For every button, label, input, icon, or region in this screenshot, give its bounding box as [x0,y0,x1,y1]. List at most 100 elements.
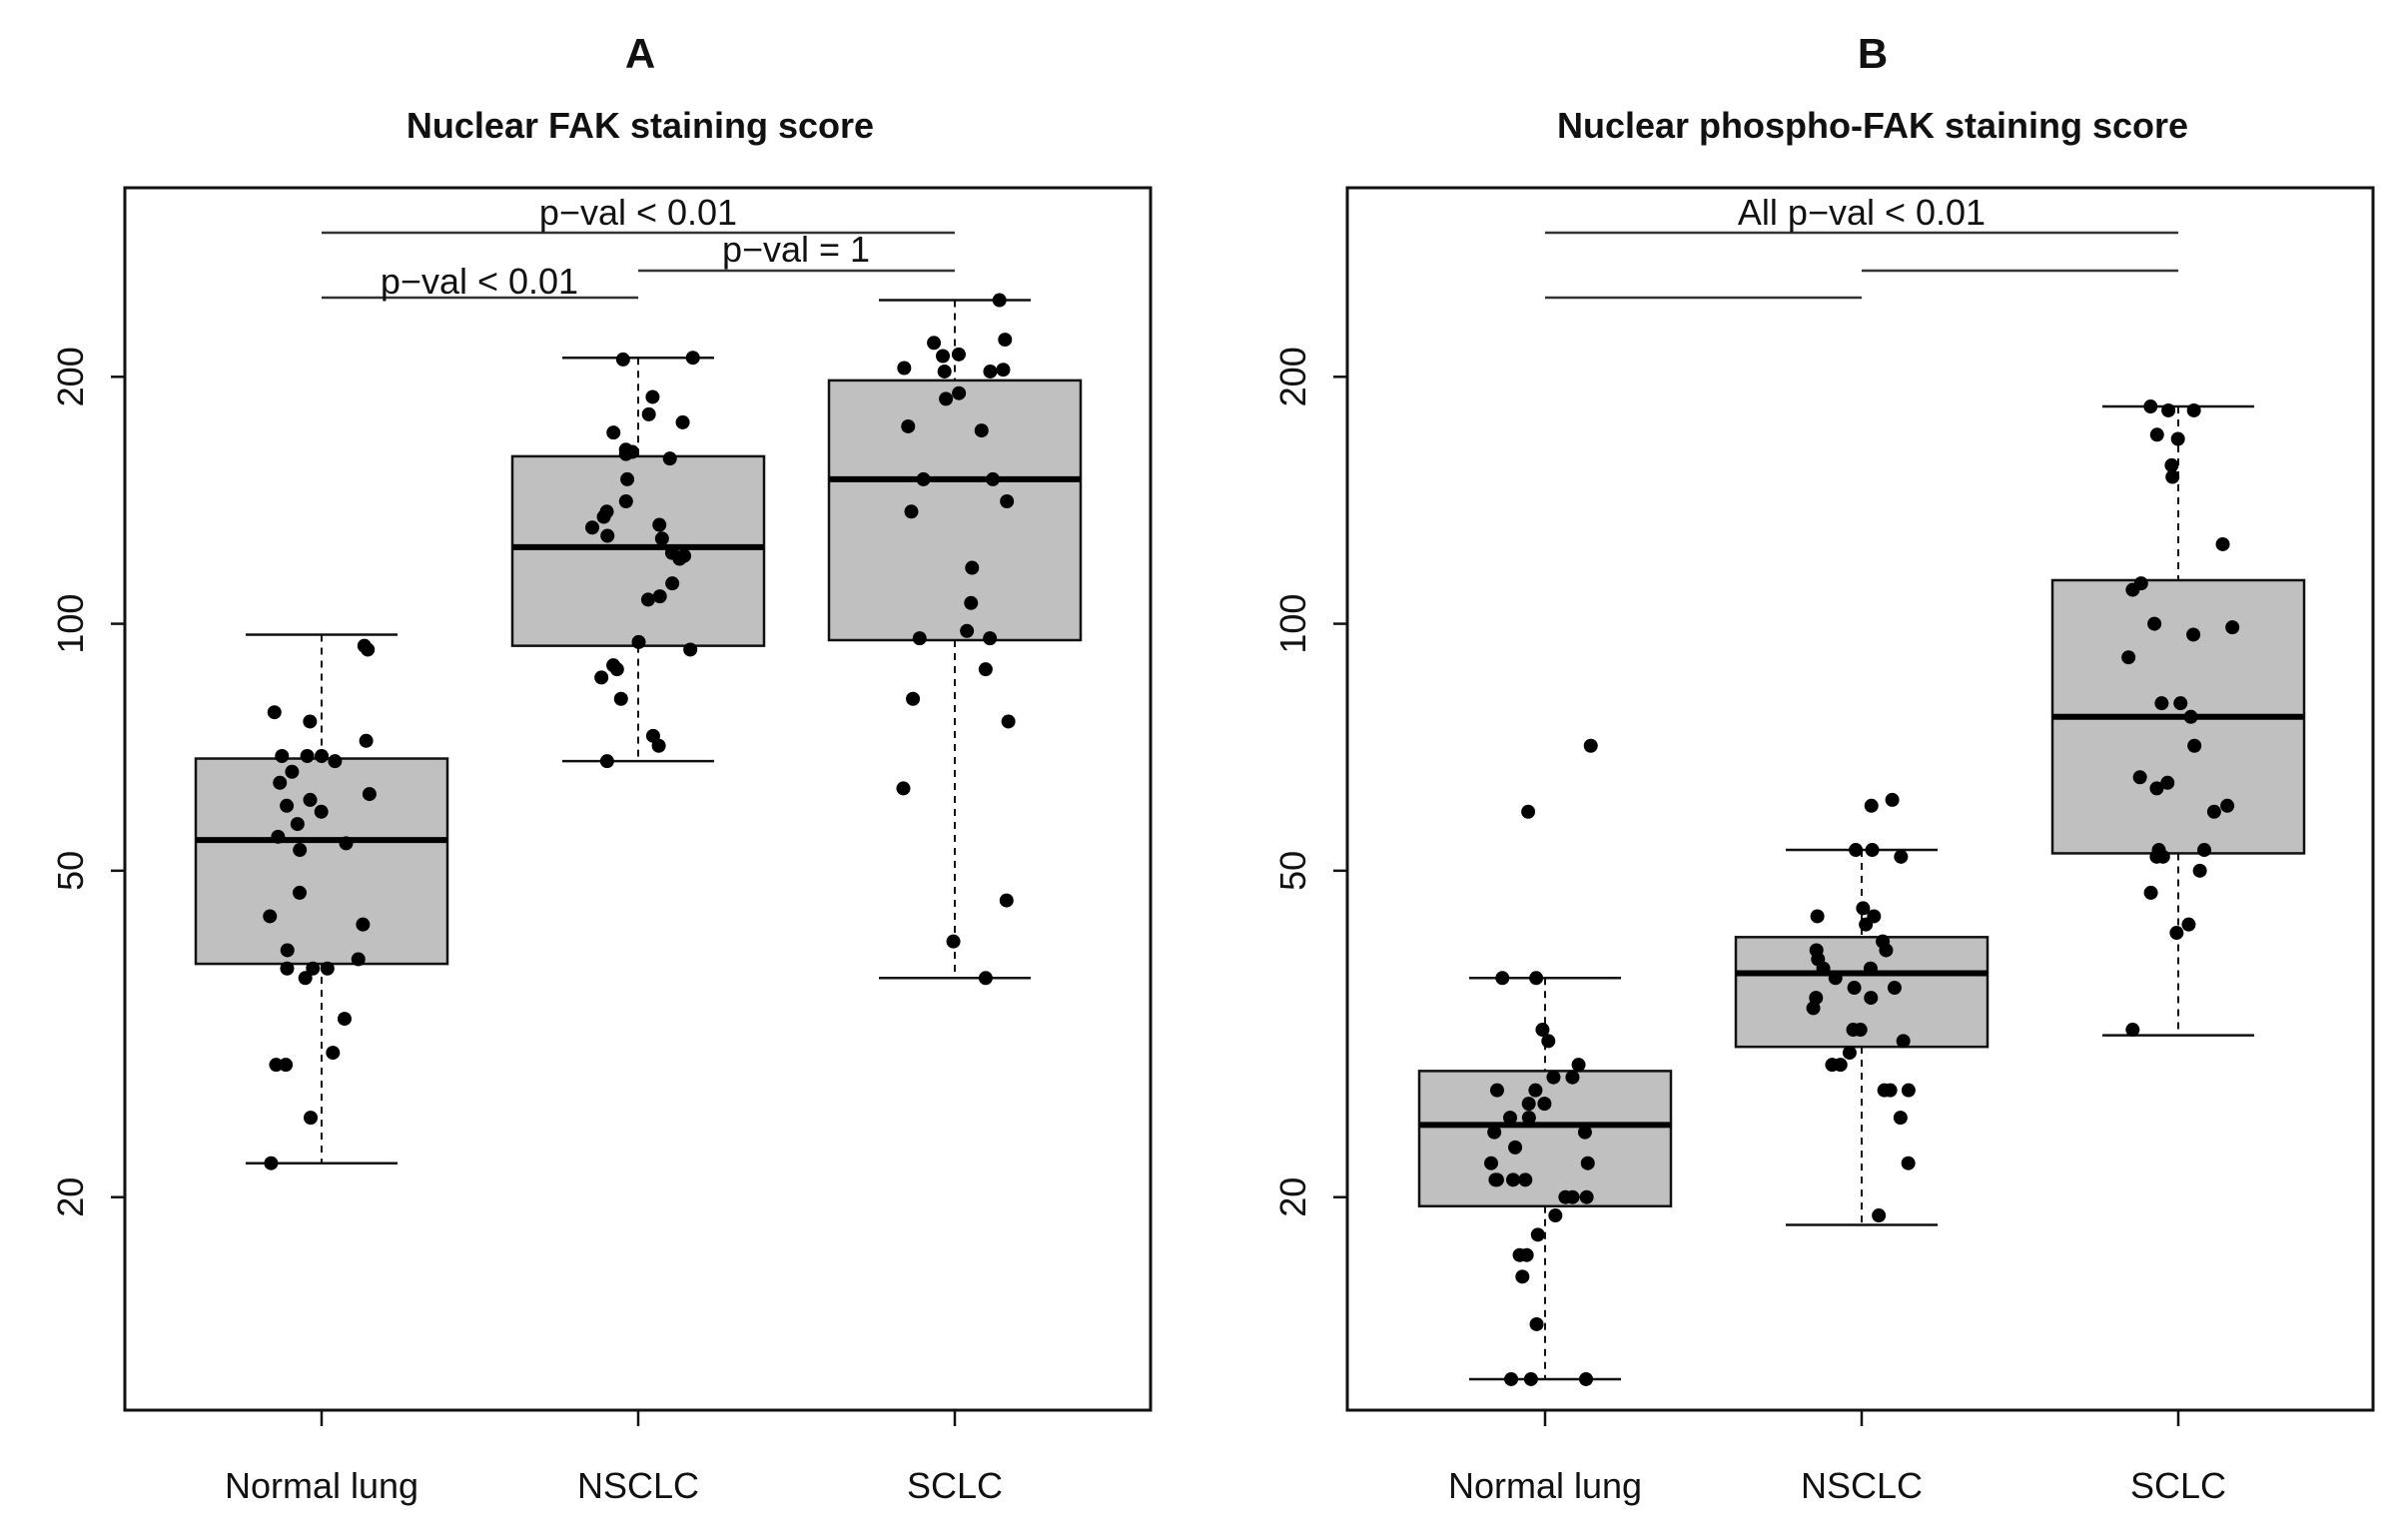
panel-a-point-normal-lung [328,754,343,769]
panel-a-point-sclc [901,418,916,433]
panel-a-point-sclc [897,361,912,376]
panel-b-point-normal-lung [1521,1097,1536,1112]
panel-b-point-normal-lung [1521,804,1536,819]
panel-a-point-normal-lung [263,909,278,924]
panel-b-point-sclc [2220,798,2235,813]
panel-a-point-normal-lung [359,733,374,748]
panel-b-point-nsclc [1893,1111,1908,1126]
panel-b-point-nsclc [1828,971,1843,986]
panel-b-title: Nuclear phospho-FAK staining score [1557,105,2188,146]
panel-a-point-sclc [904,504,919,519]
panel-a-point-sclc [983,364,998,379]
panel-b-point-normal-lung [1537,1097,1552,1112]
panel-a-point-sclc [906,691,921,706]
panel-a-y-tick-label: 50 [50,851,91,891]
panel-b-point-sclc [2183,709,2198,724]
panel-a-point-normal-lung [304,1111,319,1126]
panel-b-point-normal-lung [1541,1034,1556,1049]
panel-b-point-nsclc [1865,843,1880,858]
panel-b-point-normal-lung [1546,1070,1561,1085]
panel-b-point-nsclc [1806,1001,1821,1016]
panel-b-point-sclc [2132,770,2147,785]
panel-a-point-normal-lung [356,917,371,932]
panel-a-point-nsclc [683,642,698,657]
panel-a-point-nsclc [606,425,621,440]
panel-b-point-normal-lung [1503,1111,1518,1126]
panel-a-point-normal-lung [303,792,318,807]
panel-a-point-nsclc [652,517,667,532]
panel-a-point-nsclc [665,576,680,591]
panel-b-pval-all: All p−val < 0.01 [1738,192,1986,233]
panel-b-point-sclc [2165,469,2180,484]
panel-a-point-nsclc [585,520,600,535]
panel-b-point-sclc [2143,885,2158,900]
panel-a-point-normal-lung [290,817,305,832]
panel-a-letter: A [625,30,655,77]
panel-b-box-nsclc [1734,936,1990,1049]
panel-a-point-normal-lung [351,952,366,967]
panel-a-point-normal-lung [303,714,318,729]
panel-b-point-nsclc [1849,843,1864,858]
panel-a-point-sclc [939,391,954,406]
panel-b-point-nsclc [1833,1058,1848,1073]
panel-b-point-normal-lung [1583,738,1598,753]
panel-a-point-nsclc [600,528,615,543]
panel-a-point-nsclc [654,531,669,546]
panel-b-point-normal-lung [1484,1155,1499,1170]
panel-a-point-sclc [946,934,961,949]
panel-a-point-sclc [998,333,1013,348]
panel-b-point-normal-lung [1579,1371,1594,1386]
panel-b-x-tick-sclc: SCLC [2130,1465,2226,1506]
panel-b-point-nsclc [1859,917,1874,932]
panel-b-point-sclc [2181,917,2196,932]
panel-a-point-nsclc [675,414,690,429]
panel-a-point-normal-lung [273,775,288,790]
panel-b-point-nsclc [1856,901,1871,916]
panel-b-point-normal-lung [1571,1058,1586,1073]
panel-b-point-sclc [2143,399,2158,414]
panel-a-point-nsclc [599,754,614,769]
panel-b-point-nsclc [1846,1023,1861,1038]
panel-b-point-sclc [2161,402,2176,417]
panel-a-point-sclc [936,349,951,364]
panel-b-point-nsclc [1863,961,1878,976]
panel-b-point-sclc [2186,627,2201,642]
panel-b-point-normal-lung [1489,1172,1504,1187]
panel-a-point-normal-lung [280,943,295,958]
panel-b-y-tick-label: 50 [1272,851,1313,891]
panel-a-point-normal-lung [280,798,295,813]
panel-b-point-nsclc [1847,981,1862,996]
panel-b-point-sclc [2149,427,2164,442]
panel-b-point-nsclc [1879,943,1894,958]
panel-b-point-nsclc [1872,1208,1887,1223]
panel-a-point-nsclc [594,670,609,685]
panel-b-point-sclc [2173,696,2188,711]
panel-a-point-sclc [951,347,966,362]
panel-b-y-tick-label: 200 [1272,347,1313,406]
panel-a-point-normal-lung [339,836,354,851]
panel-a-point-nsclc [640,592,655,607]
panel-b-point-normal-lung [1529,971,1544,986]
panel-b-box-normal-lung [1417,1070,1673,1208]
panel-a-point-normal-lung [300,748,315,763]
panel-a-y-tick-label: 20 [50,1177,91,1217]
panel-b-plot-frame [1345,186,2375,1412]
panel-a-point-normal-lung [271,829,286,844]
panel-a-point-sclc [952,385,967,400]
panel-a-x-tick-nsclc: NSCLC [577,1465,699,1506]
panel-a-point-nsclc [641,406,656,421]
panel-b-point-sclc [2169,926,2184,941]
panel-b-point-normal-lung [1577,1125,1592,1140]
panel-b-point-normal-lung [1504,1371,1519,1386]
panel-a-point-normal-lung [337,1012,352,1027]
panel-a-point-sclc [964,595,979,610]
panel-b-point-nsclc [1810,909,1825,924]
panel-a-point-sclc [965,560,980,575]
panel-b-y-tick-label: 20 [1272,1177,1313,1217]
panel-a-point-normal-lung [293,885,308,900]
panel-b-point-normal-lung [1489,1083,1504,1098]
panel-b-point-sclc [2125,1023,2140,1038]
panel-a-point-normal-lung [326,1046,341,1061]
panel-b-point-nsclc [1894,849,1909,864]
panel-b-y-tick-label: 100 [1272,594,1313,654]
